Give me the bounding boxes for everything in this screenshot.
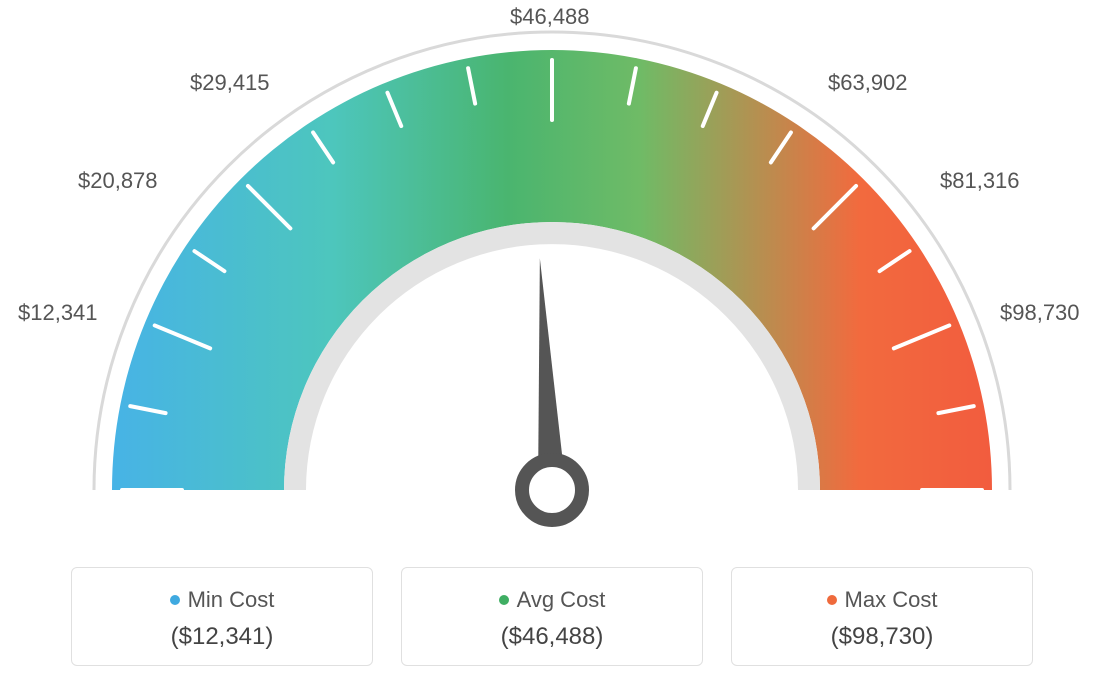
gauge-tick-label: $98,730 [1000, 300, 1080, 326]
legend-title-min: Min Cost [72, 586, 372, 613]
gauge-area: $12,341 $20,878 $29,415 $46,488 $63,902 $81,3… [0, 0, 1104, 560]
cost-gauge-chart: $12,341 $20,878 $29,415 $46,488 $63,902 $81,3… [0, 0, 1104, 690]
gauge-svg [0, 0, 1104, 560]
legend-title-avg: Avg Cost [402, 586, 702, 613]
legend-label-avg: Avg Cost [517, 587, 606, 612]
legend-card-avg: Avg Cost ($46,488) [401, 567, 703, 666]
legend-card-min: Min Cost ($12,341) [71, 567, 373, 666]
legend-label-max: Max Cost [845, 587, 938, 612]
dot-icon [499, 595, 509, 605]
gauge-tick-label: $81,316 [940, 168, 1020, 194]
gauge-tick-label: $29,415 [190, 70, 270, 96]
legend-value-max: ($98,730) [732, 623, 1032, 651]
dot-icon [827, 595, 837, 605]
gauge-tick-label: $46,488 [510, 4, 590, 30]
legend-card-max: Max Cost ($98,730) [731, 567, 1033, 666]
legend-row: Min Cost ($12,341) Avg Cost ($46,488) Ma… [0, 567, 1104, 666]
legend-label-min: Min Cost [188, 587, 275, 612]
legend-title-max: Max Cost [732, 586, 1032, 613]
gauge-tick-label: $63,902 [828, 70, 908, 96]
legend-value-avg: ($46,488) [402, 623, 702, 651]
gauge-tick-label: $20,878 [78, 168, 158, 194]
legend-value-min: ($12,341) [72, 623, 372, 651]
gauge-tick-label: $12,341 [18, 300, 98, 326]
dot-icon [170, 595, 180, 605]
